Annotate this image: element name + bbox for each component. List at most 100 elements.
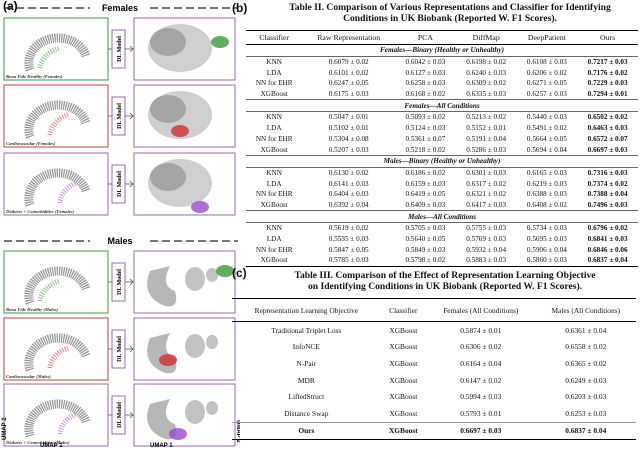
table-ii-wrap: Classifier Raw Representation PCA DiffMap De… [246,30,638,267]
table-cell: 0.7388 ± 0.04 [587,190,628,199]
header-cell: DiffMap [455,30,517,45]
table-iii-wrap: Representation Learning Objective Classif… [232,298,636,441]
table-cell: NN for EHR [255,190,293,199]
plot-caption: Diabetes + Comorbidities (Females) [5,209,75,214]
table-cell: XGBoost [389,358,418,368]
table-cell: 0.6127 ± 0.03 [405,68,446,77]
table-cell: XGBoost [246,255,303,267]
header-cell: DeepPatient [516,30,578,45]
table-cell: 0.6502 ± 0.02 [587,113,628,122]
table-cell: 0.5102 ± 0.01 [328,124,369,133]
section-title: Females—Binary (Healthy or Unhealthy) [246,44,638,57]
embedding-cluster [147,399,177,440]
table-cell: 0.7217 ± 0.03 [587,58,628,67]
table-cell: 0.5047 ± 0.01 [328,113,369,122]
highlight-cluster [191,201,209,213]
table-cell: 0.6572 ± 0.07 [587,134,628,143]
ring-scatter [24,333,91,372]
table-cell: 0.6841 ± 0.03 [587,235,628,244]
table-cell: 0.5906 ± 0.04 [526,245,567,254]
table-cell: XGBoost [260,200,288,209]
header-cell: Females (All Conditions) [426,298,536,322]
ring-highlight [47,112,69,136]
table-row: XGBoost 0.6175 ± 0.03 0.6168 ± 0.02 0.6335 … [246,89,638,100]
section-row: Males—All Conditions [246,210,638,223]
table-cell: Ours [232,421,381,441]
table-cell: XGBoost [389,375,418,385]
table-cell: 0.5874 ± 0.01 [460,325,502,335]
highlight-cluster [216,265,234,277]
table-row: NN for EHR 0.5847 ± 0.05 0.5849 ± 0.03 0.59… [246,244,638,255]
table-cell: 0.6168 ± 0.02 [405,90,446,99]
group-title: Females [102,3,138,13]
ring-scatter [24,399,91,438]
ring-highlight [57,411,78,435]
embedding-cluster [185,400,205,424]
table-cell: 0.7374 ± 0.02 [587,179,628,188]
table-cell: 0.5640 ± 0.05 [405,235,446,244]
panel-label: (b) [232,1,248,15]
table-cell: 0.6419 ± 0.05 [405,190,446,199]
table-row: XGBoost 0.6392 ± 0.04 0.6409 ± 0.03 0.6417 … [246,200,638,211]
table-row: Distance Swap XGBoost 0.5793 ± 0.01 0.6253 … [232,405,636,422]
table-row: KNN 0.5047 ± 0.01 0.5093 ± 0.02 0.5213 ± 0.… [246,112,638,123]
table-cell: 0.6247 ± 0.05 [328,79,369,88]
table-row: KNN 0.6079 ± 0.02 0.6042 ± 0.03 0.6198 ± 0.… [246,56,638,67]
table-cell: LiftedStruct [288,392,325,402]
table-cell: 0.6042 ± 0.03 [405,58,446,67]
table-cell: MDR [297,375,315,385]
table-cell: 0.5932 ± 0.04 [466,245,507,254]
table-row: NN for EHR 0.5304 ± 0.08 0.5361 ± 0.07 0.51… [246,134,638,145]
table-cell: 0.6309 ± 0.02 [466,79,507,88]
table-cell: 0.6240 ± 0.03 [466,68,507,77]
table-cell: 0.6408 ± 0.02 [526,200,567,209]
panel-label: (a) [3,0,18,13]
table-row: LiftedStruct XGBoost 0.5994 ± 0.03 0.6203 ±… [232,388,636,405]
table-iii: Representation Learning Objective Classif… [232,298,636,441]
model-label: DL Model [117,269,123,295]
table-cell: LDA [266,124,282,133]
table-cell: 0.5695 ± 0.03 [526,235,567,244]
table-cell: 0.6219 ± 0.03 [526,179,567,188]
table-cell: 0.5847 ± 0.05 [328,245,369,254]
axis-label: UMAP 2 [2,417,8,440]
table-cell: 0.5191 ± 0.04 [466,134,507,143]
table-cell: 0.5798 ± 0.02 [395,255,456,267]
table-cell: KNN [266,113,282,122]
model-label: DL Model [117,336,123,362]
table-cell: 0.5860 ± 0.03 [516,255,578,267]
table-cell: 0.6558 ± 0.02 [565,342,607,352]
table-cell: 0.6335 ± 0.03 [466,90,507,99]
model-label: DL Model [117,103,123,129]
section-row: Males—Binary (Healthy or Unhealthy) [246,154,638,168]
table-cell: 0.5124 ± 0.03 [405,124,446,133]
embedding-cluster [150,28,186,56]
table-cell: 0.6198 ± 0.02 [466,58,507,67]
ring-highlight [47,345,69,369]
table-row: MDR XGBoost 0.6147 ± 0.02 0.6249 ± 0.03 [232,372,636,389]
table-cell: 0.7496 ± 0.03 [587,200,628,209]
table-cell: 0.5755 ± 0.03 [466,224,507,233]
plot-caption: Cardiovascular (Males) [6,374,51,379]
table-cell: 0.5218 ± 0.02 [405,145,446,154]
model-label: DL Model [117,36,123,62]
axis-label: UMAP 1 [150,443,173,449]
ring-scatter [24,100,91,139]
table-cell: 0.7294 ± 0.01 [587,90,628,99]
input-frame [3,383,109,447]
table-cell: 0.5535 ± 0.03 [328,235,369,244]
header-cell: Males (All Conditions) [535,298,636,322]
table-cell: 0.5694 ± 0.04 [526,145,567,154]
table-cell: XGBoost [389,342,418,352]
table-cell: 0.5207 ± 0.03 [328,145,369,154]
table-cell: 0.6108 ± 0.03 [526,58,567,67]
table-cell: 0.5664 ± 0.05 [526,134,567,143]
table-cell: LDA [266,235,282,244]
ring-scatter [24,33,91,72]
table-row: KNN 0.5619 ± 0.02 0.5705 ± 0.03 0.5755 ± 0.… [246,223,638,234]
table-row: LDA 0.5102 ± 0.01 0.5124 ± 0.03 0.5152 ± 0.… [246,123,638,134]
highlight-cluster [169,428,187,440]
highlight-cluster [211,36,229,48]
table-cell: 0.6317 ± 0.02 [466,179,507,188]
